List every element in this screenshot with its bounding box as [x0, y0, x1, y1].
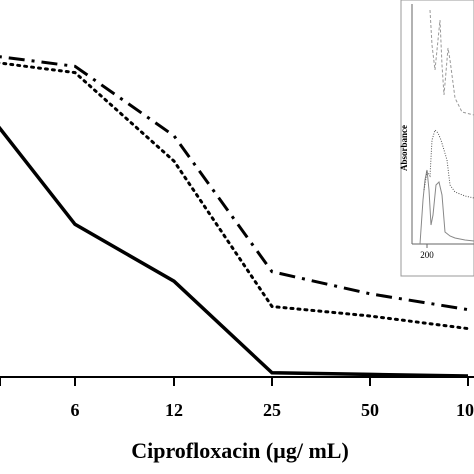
series-line-solid [0, 125, 469, 378]
series-layer [0, 55, 470, 378]
inset-frame [400, 0, 474, 277]
x-axis-title: Ciprofloxacin (µg/ mL) [131, 438, 349, 463]
series-line-dash-dot [0, 55, 469, 312]
inset-chart: 200 Absorbance [399, 0, 474, 277]
x-tick-label: 6 [71, 400, 80, 420]
inset-y-axis-title: Absorbance [399, 125, 409, 171]
plot-area: 6 12 25 50 10 Ciprofloxacin (µg/ mL) [0, 55, 474, 463]
inset-series-solid [419, 169, 474, 245]
x-tick-label: 12 [165, 400, 183, 420]
inset-series-dashed [429, 9, 474, 116]
x-tick-label: 25 [263, 400, 281, 420]
x-tick-label: 50 [361, 400, 379, 420]
inset-x-tick-label: 200 [420, 250, 434, 260]
inset-series-dotted [423, 129, 474, 199]
series-line-dotted [0, 61, 470, 331]
x-tick-label: 10 [456, 400, 474, 420]
